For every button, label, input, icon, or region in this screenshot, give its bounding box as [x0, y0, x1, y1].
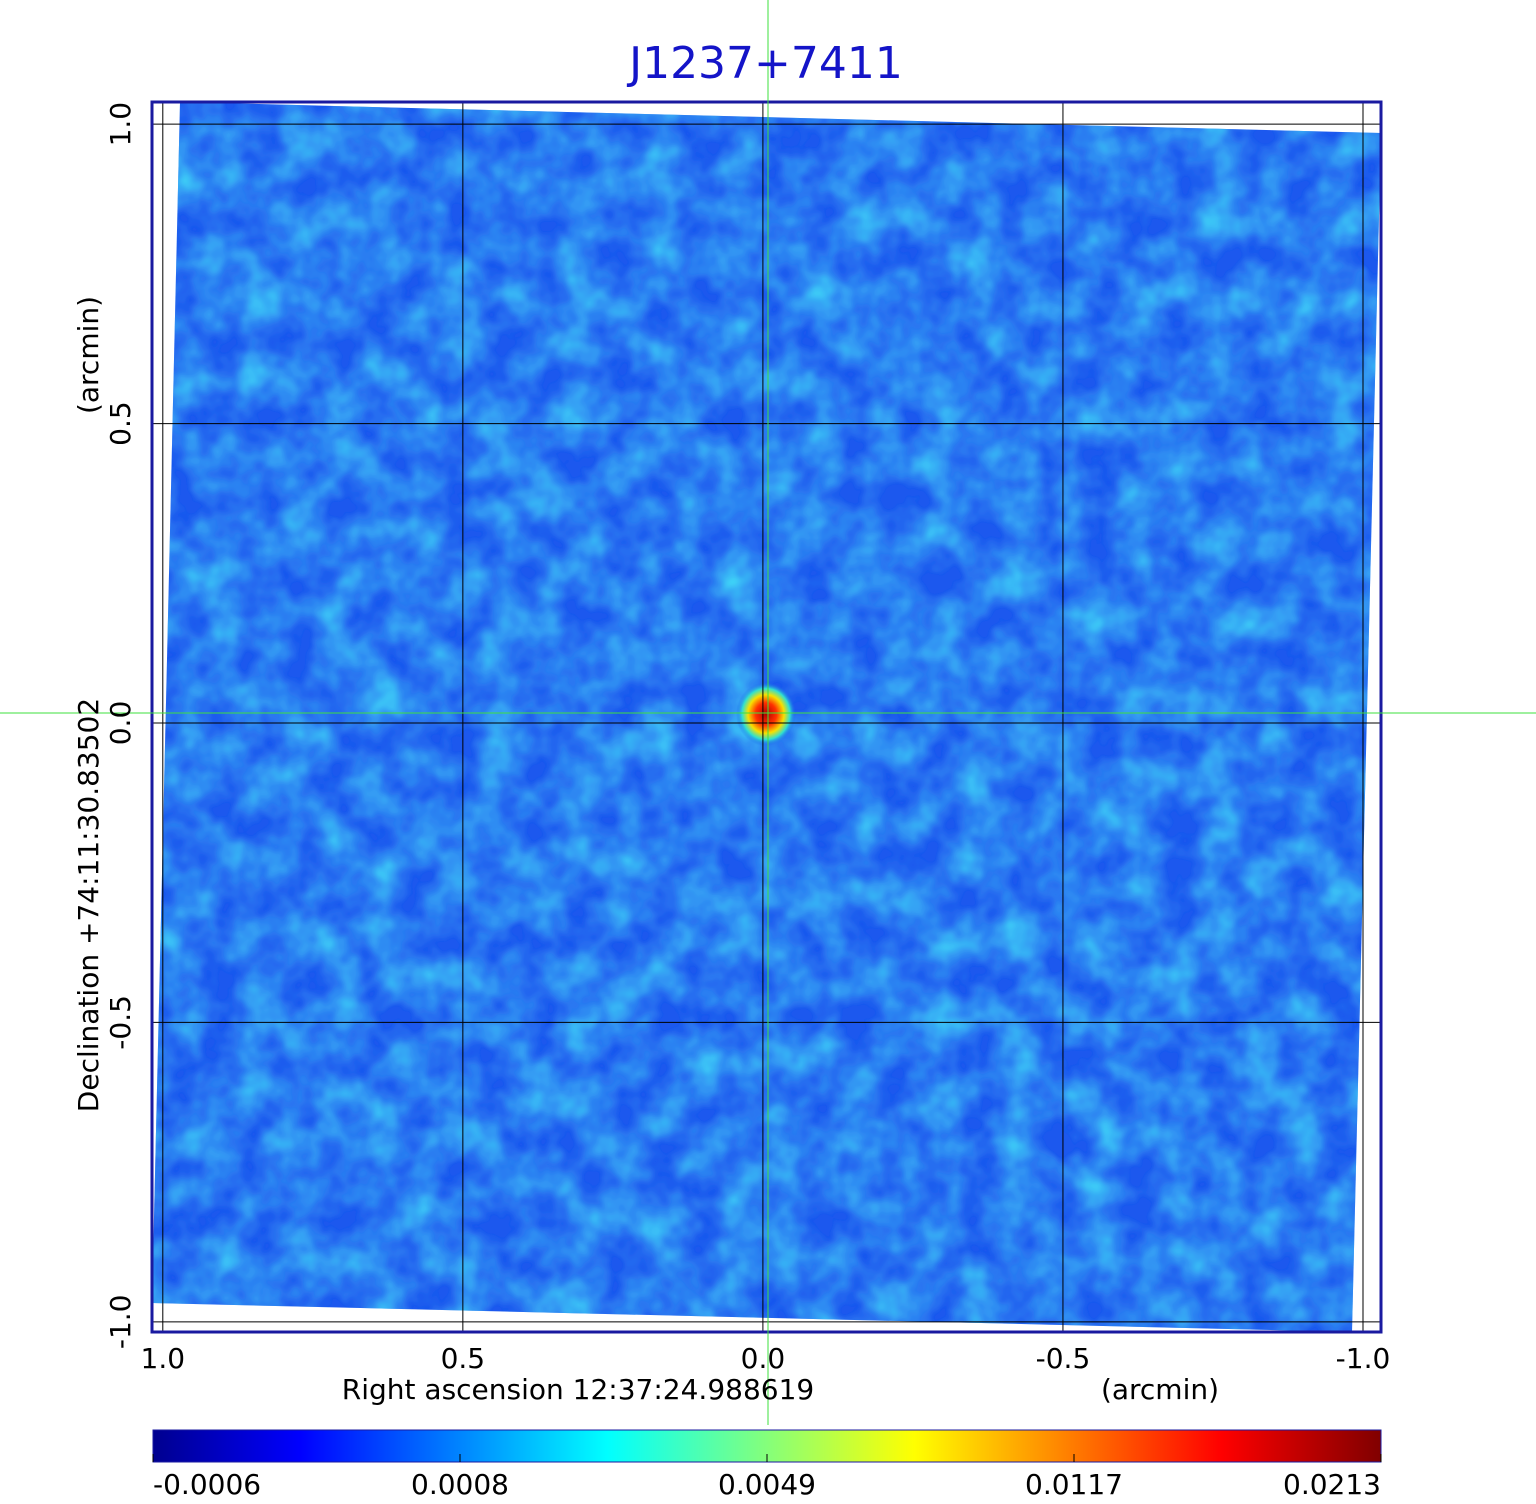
- x-tick-label: 0.0: [741, 1342, 786, 1375]
- y-axis-label: Declination +74:11:30.83502: [72, 698, 105, 1112]
- x-axis-label: Right ascension 12:37:24.988619: [342, 1373, 814, 1406]
- y-tick-label: -0.5: [104, 995, 137, 1050]
- x-tick-label: 0.5: [441, 1342, 486, 1375]
- x-axis-unit: (arcmin): [1101, 1373, 1219, 1406]
- colorbar-tick-label: 0.0117: [1025, 1468, 1123, 1500]
- chart-title: J1237+7411: [626, 38, 903, 89]
- colorbar-tick-label: -0.0006: [153, 1468, 261, 1500]
- x-tick-label: -0.5: [1036, 1342, 1091, 1375]
- source: [736, 682, 796, 746]
- colorbar-tick-label: 0.0213: [1283, 1468, 1381, 1500]
- colorbar-tick-label: 0.0049: [718, 1468, 816, 1500]
- y-tick-label: 0.5: [104, 401, 137, 446]
- y-tick-label: 0.0: [104, 701, 137, 746]
- y-tick-label: 1.0: [104, 102, 137, 147]
- y-tick-label: -1.0: [104, 1294, 137, 1349]
- colorbar-tick-label: 0.0008: [411, 1468, 509, 1500]
- plot-frame: [150, 100, 1383, 1334]
- x-tick-label: -1.0: [1336, 1342, 1391, 1375]
- x-tick-label: 1.0: [141, 1342, 186, 1375]
- y-axis-unit: (arcmin): [72, 296, 105, 414]
